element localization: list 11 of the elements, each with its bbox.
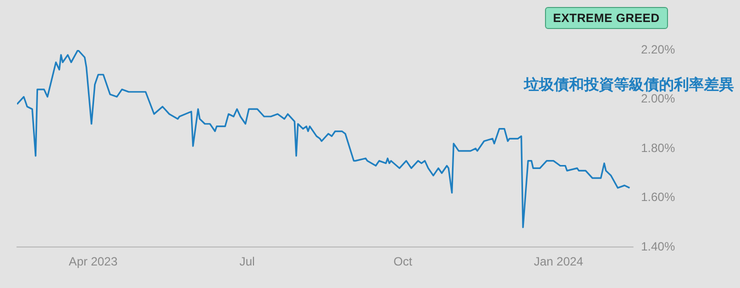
y-tick-label: 1.40% xyxy=(641,239,676,254)
x-tick-label: Oct xyxy=(394,254,413,269)
x-tick-label: Jan 2024 xyxy=(534,254,584,269)
text: 垃圾債和投資等級債的利率差異 xyxy=(523,75,734,94)
y-tick-label: 2.00% xyxy=(641,92,676,106)
y-tick-label: 2.20% xyxy=(641,42,676,56)
x-tick-label: Apr 2023 xyxy=(68,254,118,269)
y-tick-label: 1.60% xyxy=(641,190,676,204)
text: EXTREME GREED xyxy=(545,7,668,29)
x-tick-label: Jul xyxy=(239,254,255,269)
y-tick-label: 1.80% xyxy=(641,140,676,155)
